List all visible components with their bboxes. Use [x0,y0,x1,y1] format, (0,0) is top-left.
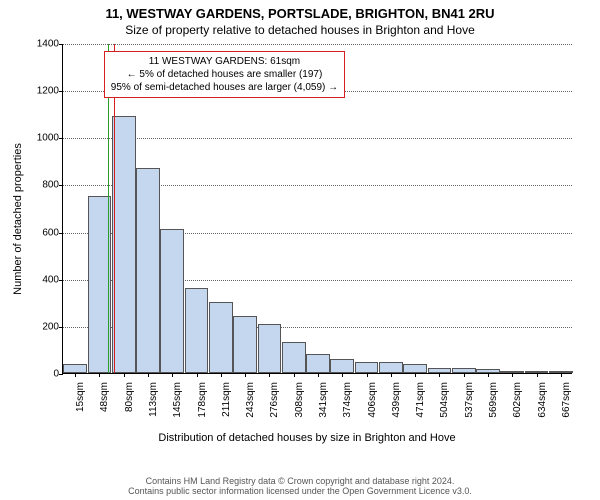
xtick-label: 113sqm [148,382,159,422]
ytick-mark [59,233,63,234]
xtick-label: 374sqm [342,382,353,422]
xtick-label: 80sqm [124,382,135,422]
histogram-bar [136,168,160,373]
xtick-label: 537sqm [464,382,475,422]
annotation-line: 11 WESTWAY GARDENS: 61sqm [111,55,338,68]
ytick-mark [59,185,63,186]
y-axis-label: Number of detached properties [12,143,24,295]
x-axis-label: Distribution of detached houses by size … [42,432,572,444]
ytick-mark [59,374,63,375]
ytick-label: 0 [33,369,59,380]
xtick-label: 602sqm [512,382,523,422]
xtick-mark [537,373,538,377]
xtick-mark [439,373,440,377]
annotation-line: 95% of semi-detached houses are larger (… [111,81,338,94]
ytick-label: 200 [33,321,59,332]
xtick-mark [561,373,562,377]
page-title: 11, WESTWAY GARDENS, PORTSLADE, BRIGHTON… [0,6,600,21]
xtick-label: 406sqm [367,382,378,422]
xtick-mark [512,373,513,377]
xtick-mark [391,373,392,377]
histogram-bar [282,342,306,373]
xtick-label: 178sqm [197,382,208,422]
histogram-bar [63,364,87,373]
xtick-label: 48sqm [99,382,110,422]
xtick-label: 504sqm [439,382,450,422]
title-block: 11, WESTWAY GARDENS, PORTSLADE, BRIGHTON… [0,0,600,37]
histogram-bar [403,364,427,373]
xtick-label: 276sqm [269,382,280,422]
ytick-label: 1000 [33,133,59,144]
xtick-mark [342,373,343,377]
xtick-mark [148,373,149,377]
ytick-mark [59,91,63,92]
histogram-bar [355,362,379,373]
gridline [63,138,572,139]
ytick-mark [59,138,63,139]
xtick-mark [415,373,416,377]
footer-line2: Contains public sector information licen… [0,486,600,496]
histogram-bar [209,302,233,373]
footer-line1: Contains HM Land Registry data © Crown c… [0,476,600,486]
xtick-label: 308sqm [294,382,305,422]
ytick-label: 800 [33,180,59,191]
xtick-label: 341sqm [318,382,329,422]
xtick-mark [124,373,125,377]
xtick-mark [464,373,465,377]
ytick-mark [59,327,63,328]
page-subtitle: Size of property relative to detached ho… [0,23,600,37]
histogram-bar [233,316,257,373]
histogram-bar [379,362,403,373]
xtick-label: 243sqm [245,382,256,422]
annotation-box: 11 WESTWAY GARDENS: 61sqm← 5% of detache… [104,51,345,98]
gridline [63,44,572,45]
histogram-bar [185,288,209,373]
xtick-mark [318,373,319,377]
ytick-label: 400 [33,274,59,285]
xtick-label: 634sqm [537,382,548,422]
histogram-bar [258,324,282,374]
xtick-mark [294,373,295,377]
ytick-label: 1200 [33,86,59,97]
xtick-label: 145sqm [172,382,183,422]
xtick-mark [367,373,368,377]
histogram-bar [160,229,184,373]
xtick-label: 667sqm [561,382,572,422]
ytick-mark [59,44,63,45]
xtick-mark [75,373,76,377]
xtick-label: 471sqm [415,382,426,422]
xtick-mark [197,373,198,377]
xtick-mark [245,373,246,377]
histogram-bar [112,116,136,373]
xtick-mark [221,373,222,377]
xtick-mark [172,373,173,377]
xtick-mark [488,373,489,377]
ytick-mark [59,280,63,281]
xtick-label: 211sqm [221,382,232,422]
histogram-bar [306,354,330,373]
xtick-label: 15sqm [75,382,86,422]
xtick-mark [269,373,270,377]
chart-area: Number of detached properties 0200400600… [42,44,572,394]
xtick-label: 569sqm [488,382,499,422]
ytick-label: 600 [33,227,59,238]
annotation-line: ← 5% of detached houses are smaller (197… [111,68,338,81]
histogram-plot: 020040060080010001200140015sqm48sqm80sqm… [62,44,572,374]
xtick-label: 439sqm [391,382,402,422]
footer: Contains HM Land Registry data © Crown c… [0,476,600,496]
histogram-bar [330,359,354,373]
xtick-mark [99,373,100,377]
ytick-label: 1400 [33,39,59,50]
